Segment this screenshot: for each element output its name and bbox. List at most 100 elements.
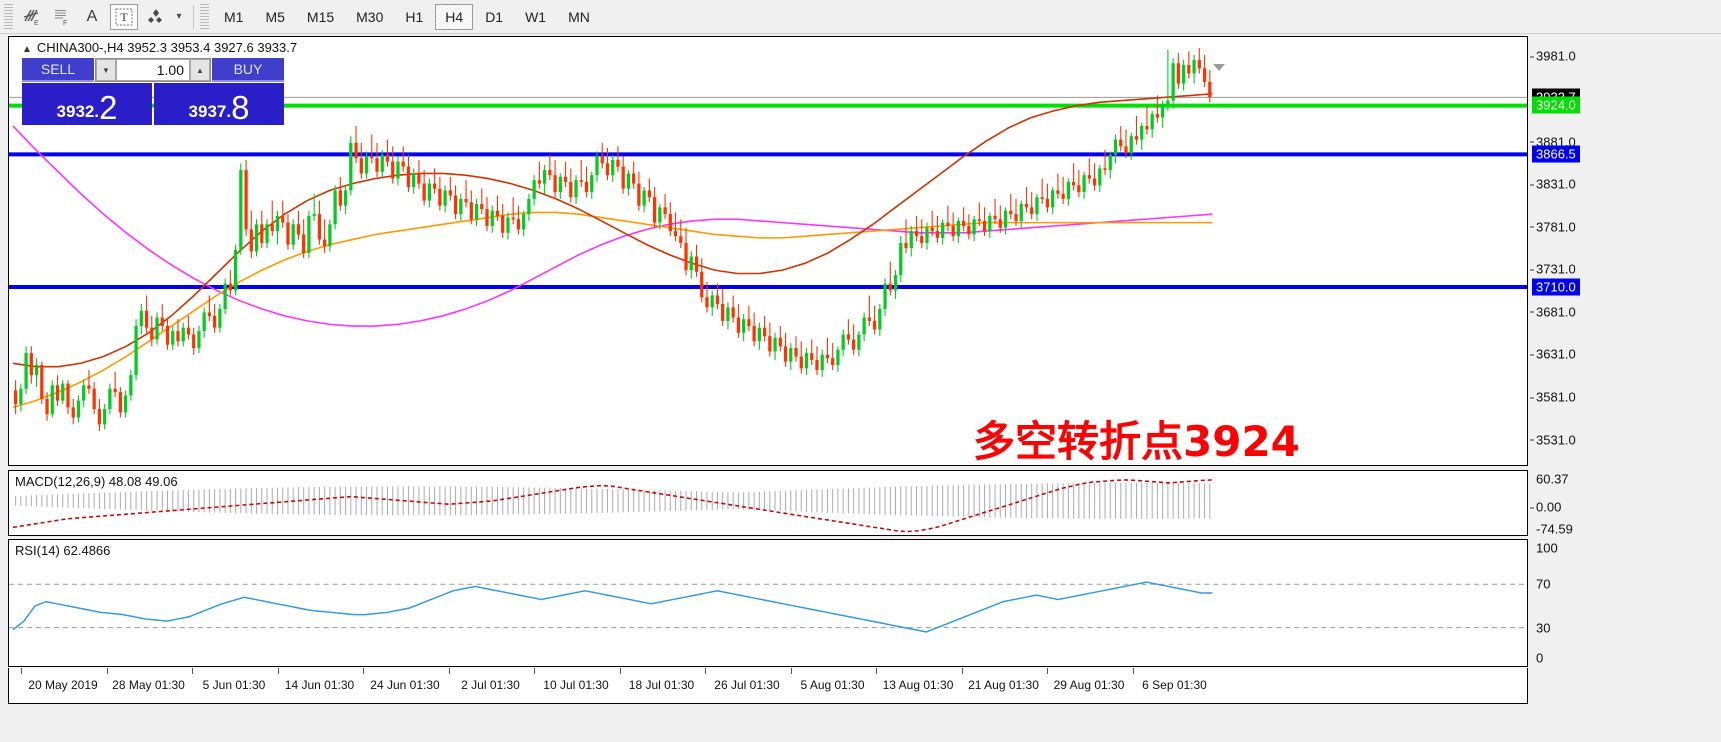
time-tick bbox=[1132, 668, 1134, 674]
macd-pane[interactable]: MACD(12,26,9) 48.08 49.06 bbox=[8, 470, 1528, 536]
time-axis-label: 5 Aug 01:30 bbox=[800, 678, 865, 692]
green-level-tag: 3924.0 bbox=[1532, 96, 1580, 114]
svg-text:E: E bbox=[34, 20, 39, 27]
one-click-trading-panel[interactable]: SELL ▼ 1.00 ▲ BUY 3932 . 2 3937 . 8 bbox=[22, 58, 284, 125]
toolbar-separator bbox=[193, 4, 194, 29]
time-tick bbox=[448, 668, 450, 674]
time-axis-label: 2 Jul 01:30 bbox=[461, 678, 520, 692]
symbol-header-text: CHINA300-,H4 3952.3 3953.4 3927.6 3933.7 bbox=[36, 40, 298, 55]
volume-increase-icon[interactable]: ▲ bbox=[190, 59, 210, 81]
toolbar-grip[interactable] bbox=[4, 3, 13, 30]
buy-price-integer: 3937 bbox=[188, 102, 227, 121]
timeframe-m15[interactable]: M15 bbox=[306, 8, 335, 25]
time-axis-label: 6 Sep 01:30 bbox=[1142, 678, 1207, 692]
indicators-icon[interactable]: E bbox=[17, 3, 47, 31]
templates-icon[interactable]: F bbox=[47, 3, 77, 31]
time-axis-label: 10 Jul 01:30 bbox=[543, 678, 609, 692]
timeframe-grip[interactable] bbox=[200, 3, 209, 30]
time-tick bbox=[21, 668, 22, 674]
buy-price-separator: . bbox=[226, 102, 232, 121]
macd-signal-line bbox=[12, 479, 1213, 533]
time-tick bbox=[876, 668, 877, 674]
timeframe-w1[interactable]: W1 bbox=[525, 8, 547, 25]
time-tick bbox=[961, 668, 963, 674]
blue-level-tag-upper: 3866.5 bbox=[1532, 145, 1580, 163]
time-tick bbox=[619, 668, 621, 674]
rsi-tick: 0 bbox=[1536, 650, 1544, 666]
time-axis-label: 26 Jul 01:30 bbox=[714, 678, 780, 692]
timeframe-m1[interactable]: M1 bbox=[224, 8, 244, 25]
time-tick bbox=[277, 668, 279, 674]
rsi-tick: 30 bbox=[1536, 620, 1551, 636]
blue-level-tag-lower: 3710.0 bbox=[1532, 278, 1580, 296]
buy-price-decimal: 8 bbox=[231, 89, 250, 126]
text-tool-icon[interactable]: A bbox=[86, 7, 98, 25]
time-axis-label: 20 May 2019 bbox=[28, 678, 98, 692]
time-tick bbox=[534, 668, 535, 674]
chevron-down-icon[interactable]: ▾ bbox=[176, 11, 182, 22]
rsi-indicator-label: RSI(14) 62.4866 bbox=[15, 543, 111, 558]
ma-magenta bbox=[12, 125, 1213, 327]
time-axis-label: 13 Aug 01:30 bbox=[882, 678, 954, 692]
rsi-tick: 100 bbox=[1536, 540, 1558, 556]
svg-text:T: T bbox=[120, 10, 128, 24]
price-tick: 3981.0 bbox=[1530, 48, 1576, 64]
macd-tick: 60.37 bbox=[1536, 471, 1569, 487]
buy-button[interactable]: BUY bbox=[212, 58, 284, 82]
sell-price-separator: . bbox=[94, 102, 100, 121]
macd-tick: 0.00 bbox=[1529, 499, 1562, 515]
macd-tick: -74.59 bbox=[1536, 521, 1573, 537]
collapse-triangle-icon[interactable]: ▲ bbox=[22, 44, 32, 55]
time-axis-label: 5 Jun 01:30 bbox=[202, 678, 266, 692]
volume-input[interactable]: 1.00 bbox=[116, 59, 190, 81]
status-bar bbox=[0, 730, 1721, 742]
oct-price-row: 3932 . 2 3937 . 8 bbox=[22, 83, 284, 125]
timeframe-d1[interactable]: D1 bbox=[485, 8, 504, 25]
volume-stepper[interactable]: ▼ 1.00 ▲ bbox=[95, 58, 211, 82]
price-tick: 3881.0 bbox=[1530, 134, 1576, 150]
price-tick: 3531.0 bbox=[1530, 432, 1576, 448]
time-tick bbox=[1047, 668, 1048, 674]
buy-price[interactable]: 3937 . 8 bbox=[154, 83, 284, 125]
timeframe-mn[interactable]: MN bbox=[568, 8, 590, 25]
timeframe-bar: M1 M5 M15 M30 H1 H4 D1 W1 MN bbox=[213, 3, 601, 30]
time-tick bbox=[363, 668, 364, 674]
candle-series bbox=[13, 48, 1212, 432]
time-tick bbox=[192, 668, 193, 674]
volume-decrease-icon[interactable]: ▼ bbox=[96, 59, 116, 81]
rsi-line bbox=[12, 581, 1213, 633]
time-axis[interactable]: 20 May 2019 28 May 01:30 5 Jun 01:30 14 Jun… bbox=[8, 668, 1528, 704]
price-tick: 3781.0 bbox=[1530, 219, 1576, 235]
price-tick: 3581.0 bbox=[1530, 389, 1576, 405]
symbol-header: ▲ CHINA300-,H4 3952.3 3953.4 3927.6 3933.… bbox=[22, 40, 297, 55]
chart-frame: ▲ CHINA300-,H4 3952.3 3953.4 3927.6 3933.… bbox=[8, 36, 1713, 704]
rsi-scale: 100 70 30 0 bbox=[1530, 539, 1712, 667]
timeframe-h1[interactable]: H1 bbox=[405, 8, 424, 25]
time-axis-label: 28 May 01:30 bbox=[112, 678, 185, 692]
time-axis-label: 14 Jun 01:30 bbox=[284, 678, 355, 692]
rsi-pane[interactable]: RSI(14) 62.4866 bbox=[8, 539, 1528, 667]
time-tick bbox=[790, 668, 792, 674]
price-tick: 3731.0 bbox=[1530, 261, 1576, 277]
price-tick: 3831.0 bbox=[1530, 176, 1576, 192]
price-scale[interactable]: 3981.0 3881.0 3831.0 3781.0 3731.0 3681.0 3631… bbox=[1530, 36, 1712, 466]
svg-text:F: F bbox=[63, 20, 67, 27]
macd-histogram bbox=[15, 482, 1211, 519]
macd-indicator-label: MACD(12,26,9) 48.08 49.06 bbox=[15, 474, 178, 489]
objects-icon[interactable] bbox=[141, 3, 171, 31]
macd-scale: 60.37 0.00 -74.59 bbox=[1529, 470, 1712, 537]
time-axis-label: 29 Aug 01:30 bbox=[1053, 678, 1125, 692]
rsi-tick: 70 bbox=[1536, 576, 1551, 592]
timeframe-m5[interactable]: M5 bbox=[265, 8, 285, 25]
ma-orange bbox=[12, 211, 1213, 409]
sell-button[interactable]: SELL bbox=[22, 58, 94, 82]
time-tick bbox=[106, 668, 108, 674]
price-tick: 3681.0 bbox=[1530, 304, 1576, 320]
sell-price[interactable]: 3932 . 2 bbox=[22, 83, 152, 125]
time-axis-label: 21 Aug 01:30 bbox=[968, 678, 1039, 692]
timeframe-m30[interactable]: M30 bbox=[356, 8, 384, 25]
text-label-icon[interactable]: T bbox=[110, 3, 138, 30]
timeframe-h4[interactable]: H4 bbox=[435, 3, 474, 30]
ma-red bbox=[12, 92, 1213, 368]
price-tick: 3631.0 bbox=[1530, 346, 1576, 362]
